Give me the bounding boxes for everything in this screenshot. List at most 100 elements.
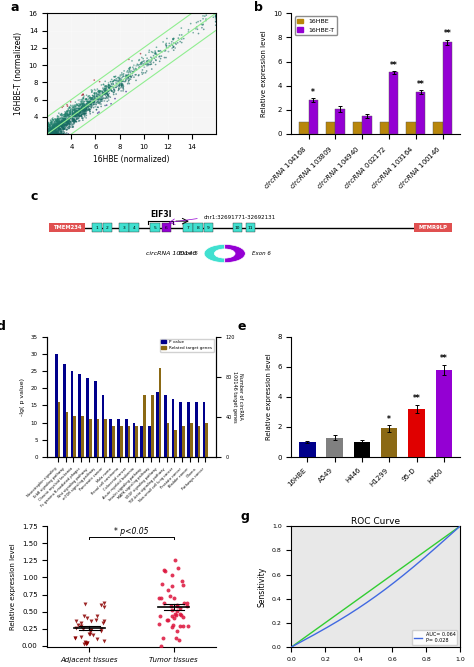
Point (54, 111, 61, 121)
Point (57, 123, 64, 134)
Point (51, 124, 59, 135)
Point (54, 116, 62, 127)
Point (119, 76, 127, 87)
Point (46, 129, 54, 139)
Point (63, 99, 71, 110)
Point (67, 116, 74, 127)
Point (53, 115, 61, 126)
Point (88, 101, 96, 111)
Point (68, 112, 76, 123)
Point (86, 99, 94, 110)
Point (147, 59, 155, 69)
Point (83, 99, 91, 109)
Point (55, 121, 63, 131)
Legend: AUC= 0.064
P= 0.028: AUC= 0.064 P= 0.028 (412, 630, 457, 644)
Point (85, 91, 92, 101)
Point (76, 103, 83, 114)
Point (98, 87, 106, 98)
Point (79, 107, 86, 118)
Point (50, 123, 57, 134)
Point (49, 123, 56, 133)
Point (66, 111, 73, 122)
Point (46, 121, 53, 132)
Point (47, 129, 55, 139)
Point (100, 93, 108, 103)
Point (52, 119, 60, 129)
Point (56, 119, 64, 130)
Point (110, 85, 118, 95)
Bar (416, 92, 425, 134)
Point (77, 111, 85, 121)
Point (47, 121, 55, 131)
Point (82, 101, 89, 112)
Point (110, 83, 118, 93)
Point (56, 119, 64, 130)
Point (87, 95, 94, 106)
Point (87, 99, 95, 109)
Point (64, 115, 71, 126)
Point (201, 11, 209, 21)
Point (46, 123, 54, 133)
Point (85, 103, 92, 114)
Point (51, 122, 58, 133)
Point (57, 114, 65, 125)
Point (58, 109, 65, 119)
Point (112, 75, 120, 86)
Point (47, 123, 55, 134)
Point (73, 105, 80, 115)
Point (63, 113, 70, 123)
Point (51, 129, 59, 139)
Point (63, 117, 70, 127)
Point (86, 101, 93, 111)
Point (55, 117, 62, 127)
Point (97, 90, 104, 101)
Point (64, 115, 72, 125)
Point (94, 89, 101, 100)
Point (50, 125, 57, 135)
Point (51, 119, 58, 130)
Point (70, 109, 77, 119)
Point (73, 109, 81, 120)
Point (45, 125, 52, 135)
Point (55, 112, 62, 123)
Point (78, 94, 86, 105)
Point (96, 93, 103, 103)
Point (46, 129, 54, 139)
Point (60, 123, 68, 134)
Point (87, 99, 94, 109)
Point (48, 129, 55, 139)
Point (45, 127, 53, 138)
Point (61, 115, 68, 126)
Point (65, 117, 73, 127)
Point (44, 129, 52, 139)
Point (79, 98, 86, 109)
Point (46, 127, 53, 138)
Point (44, 129, 52, 139)
Point (45, 120, 52, 131)
Point (58, 121, 65, 132)
FancyBboxPatch shape (246, 223, 255, 231)
Point (53, 115, 61, 126)
Point (57, 116, 65, 127)
Point (50, 125, 57, 136)
Point (47, 120, 55, 131)
Point (55, 121, 62, 131)
Point (53, 127, 60, 137)
Point (52, 120, 60, 131)
Point (61, 113, 69, 123)
Point (48, 123, 56, 134)
Point (137, 59, 145, 70)
Point (60, 123, 68, 134)
Point (212, 8, 219, 19)
Point (95, 87, 103, 97)
Point (61, 111, 68, 122)
Point (77, 99, 84, 110)
Point (47, 129, 55, 139)
Point (102, 81, 109, 91)
Point (61, 118, 68, 129)
Point (155, 618, 163, 629)
Point (202, 14, 210, 25)
Point (102, 83, 110, 93)
Point (64, 106, 72, 117)
Point (55, 126, 62, 137)
